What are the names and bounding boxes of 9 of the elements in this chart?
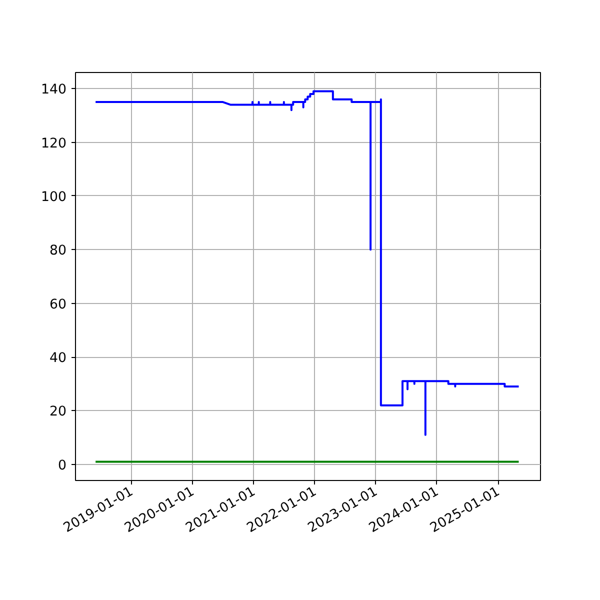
y-tick-label: 0: [58, 458, 67, 474]
y-tick-label: 80: [50, 244, 67, 259]
line-series: [94, 90, 520, 436]
y-tick-label: 20: [50, 404, 67, 420]
y-tick-label: 40: [50, 351, 67, 366]
y-tick-label: 100: [41, 190, 67, 205]
y-tick-label: 120: [41, 136, 67, 152]
y-tick-label: 140: [41, 82, 67, 98]
y-tick-label: 60: [50, 297, 67, 312]
